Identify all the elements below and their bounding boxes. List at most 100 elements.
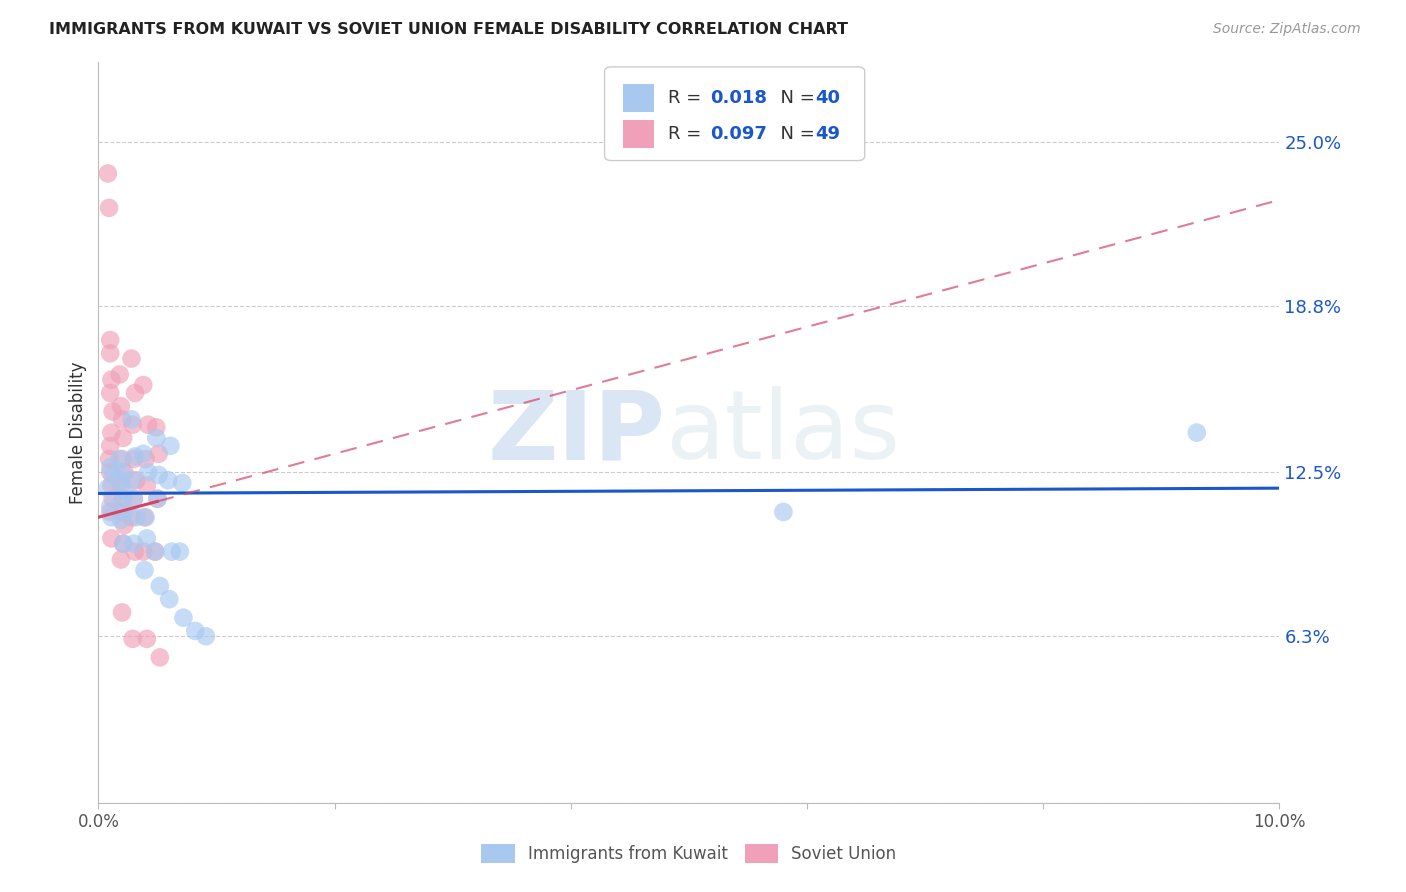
Point [100,425,122,440]
Text: 40: 40 [815,89,841,107]
Text: R =: R = [668,89,707,107]
Point [98,386,121,401]
Point [149,579,172,593]
Point [194,629,217,643]
Point [97,166,120,180]
Point [111,505,134,519]
Text: R =: R = [668,125,707,143]
Point [121,510,143,524]
Point [111,465,134,479]
Point [98,333,121,347]
Point [111,606,134,620]
Point [172,475,194,490]
Point [98,439,121,453]
Point [121,351,143,366]
Text: N =: N = [769,125,821,143]
Point [135,452,157,467]
Point [112,505,135,519]
Point [121,417,143,432]
Point [100,510,122,524]
Point [134,510,156,524]
Point [146,491,169,506]
Point [100,373,122,387]
Point [112,491,135,506]
Point [184,624,207,638]
Point [136,465,159,479]
Point [110,399,132,413]
Point [112,483,135,498]
Point [132,544,155,558]
Point [125,510,148,524]
Point [160,544,183,558]
Point [108,368,131,382]
Point [145,431,167,445]
Point [135,632,157,646]
Point [145,420,167,434]
Point [124,450,146,464]
Point [124,386,146,401]
Point [112,431,135,445]
Point [121,412,143,426]
Point [146,491,169,506]
Point [772,505,794,519]
Point [111,452,134,467]
Legend: Immigrants from Kuwait, Soviet Union: Immigrants from Kuwait, Soviet Union [475,837,903,870]
Point [1185,425,1208,440]
Point [101,404,124,418]
Text: ZIP: ZIP [488,386,665,479]
Point [157,592,180,607]
Point [100,532,122,546]
Point [112,536,135,550]
Point [135,532,157,546]
Point [124,544,146,558]
Point [143,544,166,558]
Point [125,473,148,487]
Point [122,536,145,550]
Point [122,491,145,506]
Point [135,478,157,492]
Text: atlas: atlas [665,386,900,479]
Point [172,610,194,624]
Point [122,452,145,467]
Text: 0.097: 0.097 [710,125,766,143]
Point [110,473,132,487]
Point [101,467,124,482]
Text: 49: 49 [815,125,841,143]
Point [111,412,134,426]
Point [110,478,132,492]
Point [132,378,155,392]
Point [135,510,157,524]
Text: N =: N = [769,89,821,107]
Point [136,417,159,432]
Point [148,447,170,461]
Point [134,563,156,577]
Point [98,505,121,519]
Point [100,478,122,492]
Point [108,452,131,467]
Point [143,544,166,558]
Point [98,201,121,215]
Point [98,346,121,360]
Point [101,491,124,506]
Point [148,467,170,482]
Point [132,447,155,461]
Point [98,460,121,475]
Point [110,513,132,527]
Point [149,650,172,665]
Point [111,491,134,506]
Point [112,536,135,550]
Point [121,632,143,646]
Point [98,452,121,467]
Point [98,500,121,514]
Point [112,518,135,533]
Text: IMMIGRANTS FROM KUWAIT VS SOVIET UNION FEMALE DISABILITY CORRELATION CHART: IMMIGRANTS FROM KUWAIT VS SOVIET UNION F… [49,22,848,37]
Point [157,473,180,487]
Text: Source: ZipAtlas.com: Source: ZipAtlas.com [1213,22,1361,37]
Point [159,439,181,453]
Point [169,544,191,558]
Y-axis label: Female Disability: Female Disability [69,361,87,504]
Text: 0.018: 0.018 [710,89,768,107]
Point [110,552,132,566]
Point [97,481,120,495]
Point [121,473,143,487]
